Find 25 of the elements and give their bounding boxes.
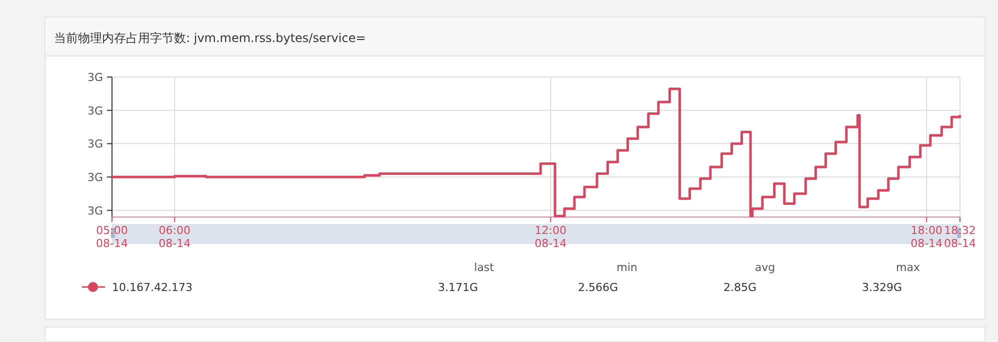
x2-tick-label: 08-14 — [96, 237, 128, 250]
x2-tick-label: 08-14 — [944, 237, 976, 250]
y-tick-label: 3G — [87, 204, 103, 218]
x-tick-label: 06:00 — [158, 224, 191, 237]
x2-tick-label: 08-14 — [534, 237, 567, 250]
text: max — [896, 261, 920, 274]
y-tick-label: 3G — [87, 171, 103, 184]
chart-title: 当前物理内存占用字节数: jvm.mem.rss.bytes/service= — [54, 31, 366, 45]
x-tick-label: 12:00 — [534, 224, 566, 237]
x-tick-label: 05:00 — [96, 224, 128, 237]
text: 2.566G — [578, 281, 618, 294]
y-tick-label: 3G — [87, 138, 103, 151]
x-tick-label: 18:00 — [910, 224, 942, 237]
y-tick-label: 3G — [87, 104, 103, 118]
legend-label: 10.167.42.173 — [112, 281, 192, 294]
text: avg — [754, 261, 776, 274]
y-tick-label: 3G — [87, 71, 103, 84]
x2-tick-label: 08-14 — [910, 237, 943, 250]
text: min — [616, 261, 638, 274]
text: 3.171G — [438, 281, 478, 294]
x2-tick-label: 08-14 — [158, 237, 191, 250]
x-tick-label: 18:32 — [944, 224, 976, 237]
text: 3.329G — [862, 281, 902, 294]
text: 2.85G — [723, 281, 757, 294]
text: last — [474, 261, 495, 274]
